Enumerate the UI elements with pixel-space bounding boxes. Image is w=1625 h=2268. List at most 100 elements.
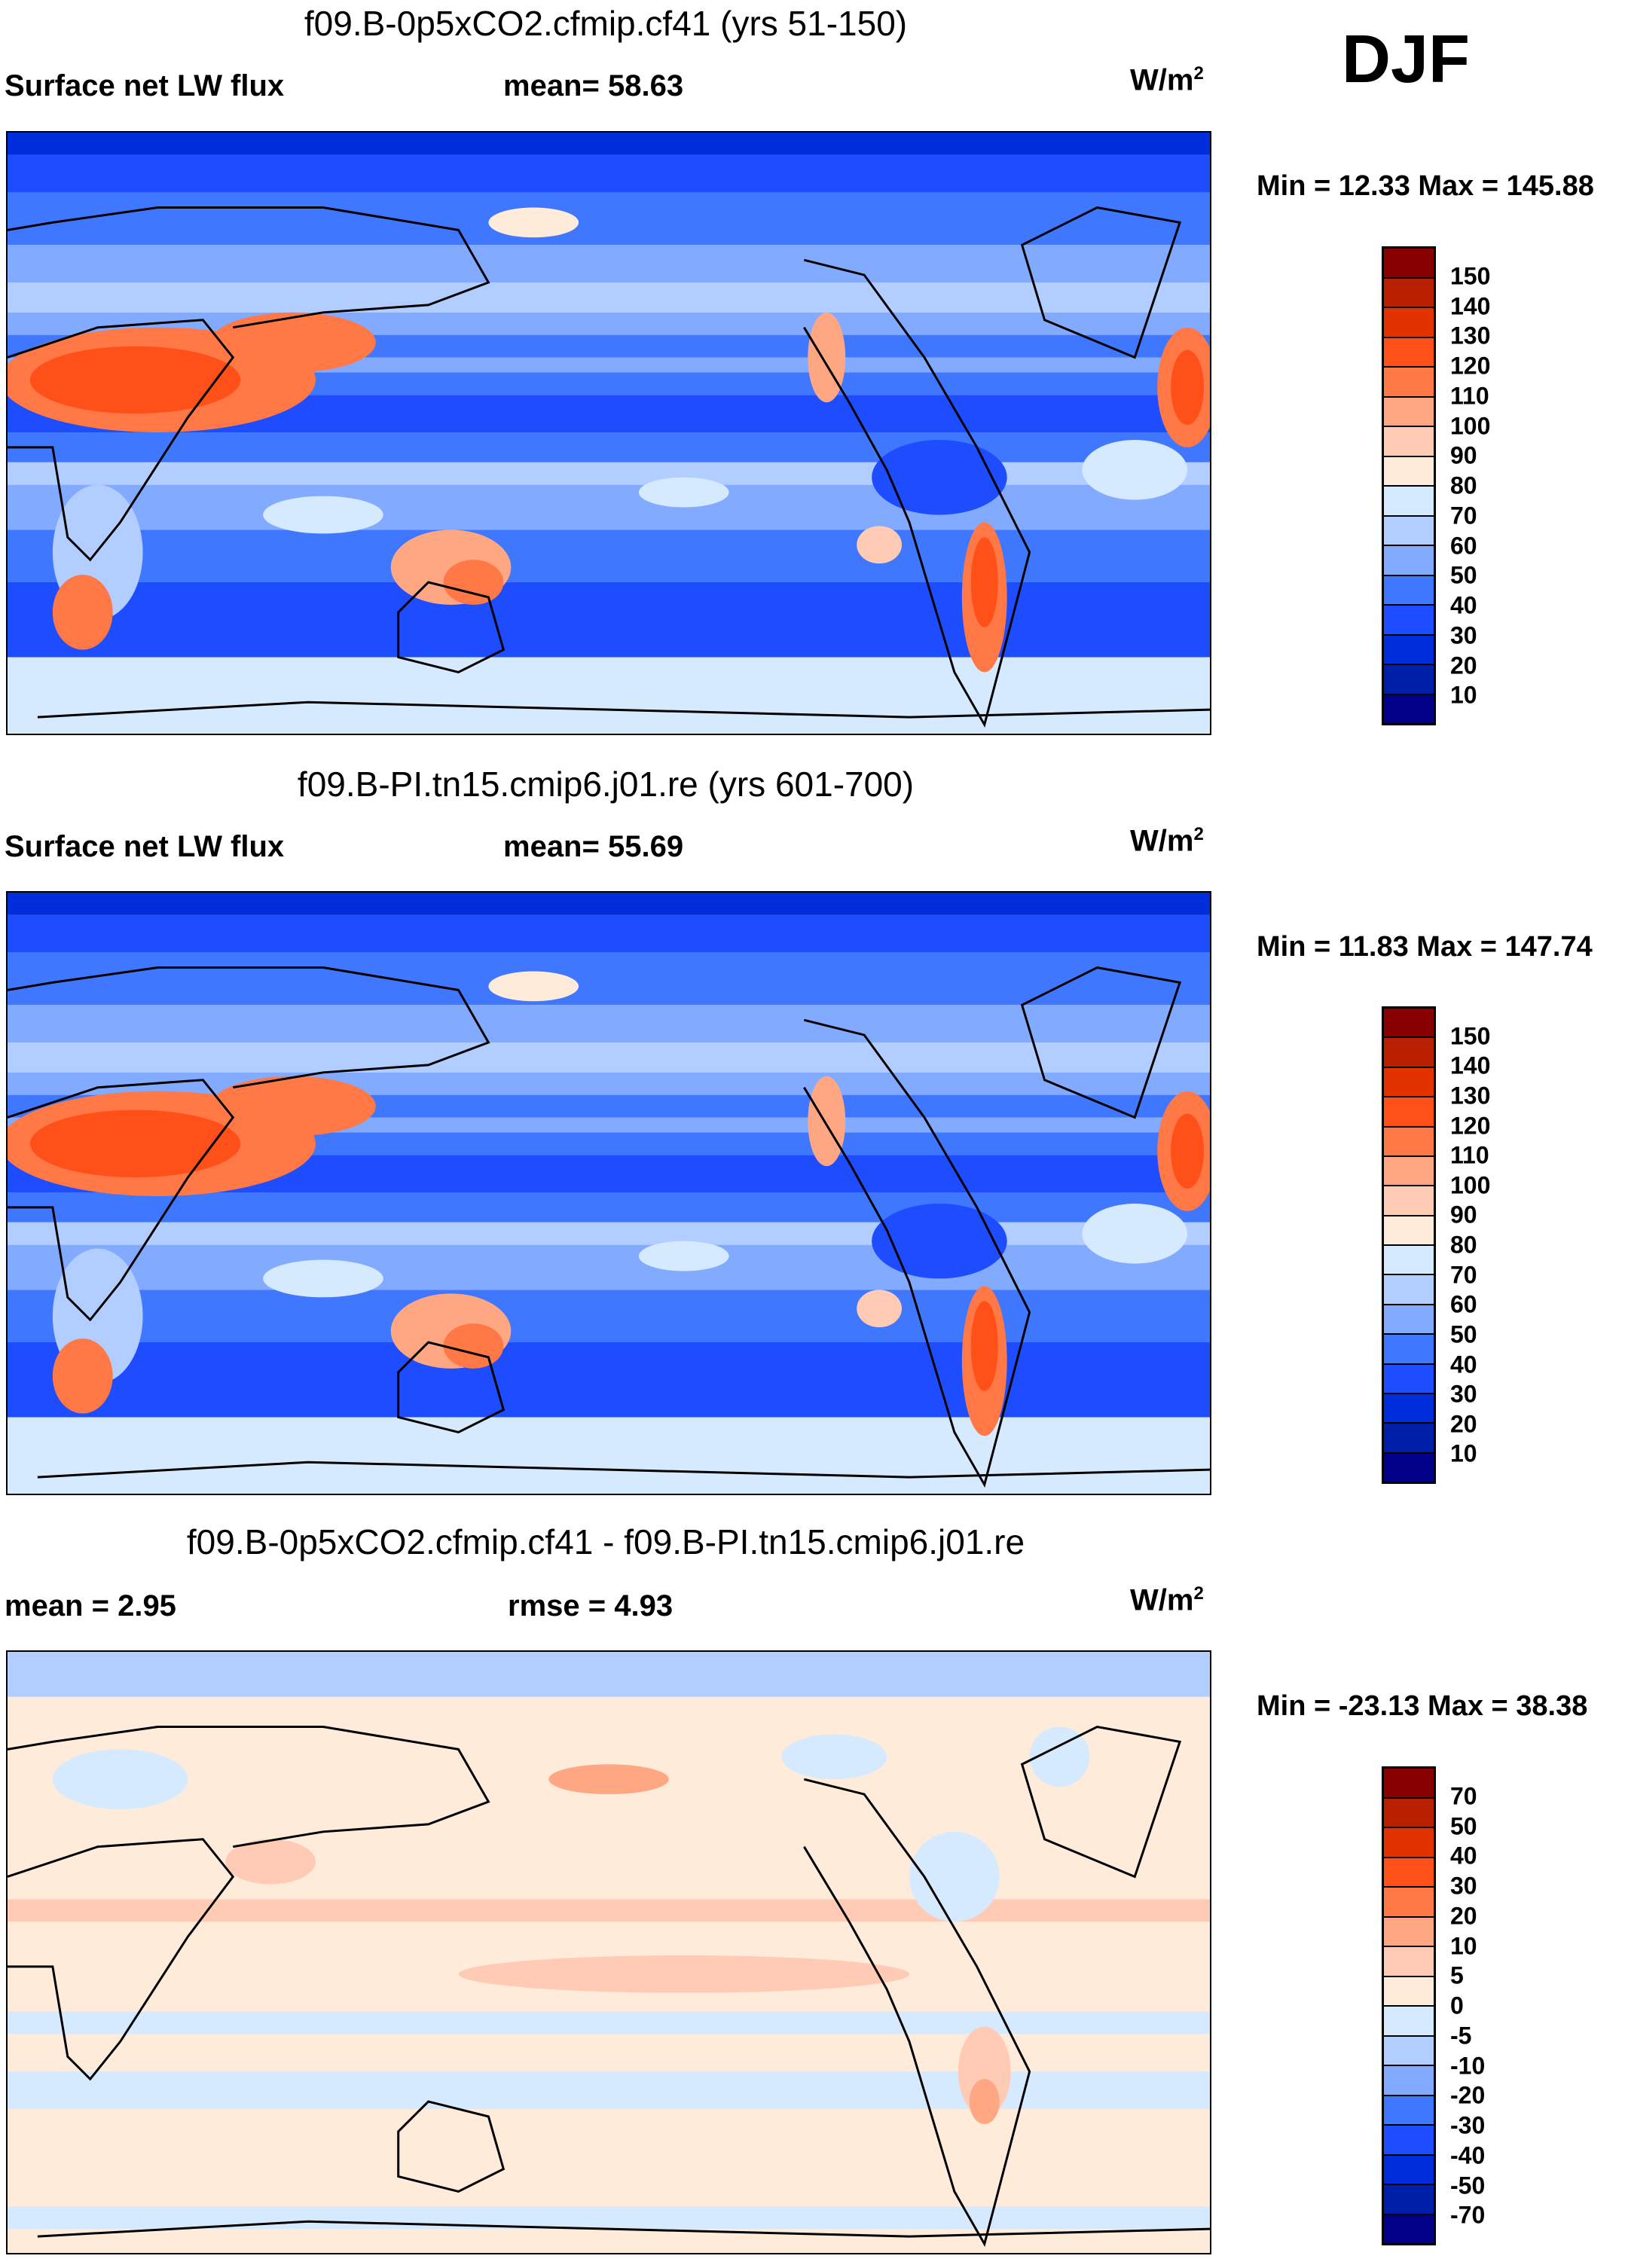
contour-band <box>8 282 1210 313</box>
colorbar-swatch <box>1384 1038 1434 1068</box>
contour-map <box>6 131 1211 735</box>
colorbar-swatch <box>1384 487 1434 517</box>
colorbar-tick-label: 140 <box>1450 1052 1491 1079</box>
contour-band <box>8 484 1210 530</box>
colorbar-tick-label: 70 <box>1450 502 1477 530</box>
colorbar-tick-label: 90 <box>1450 441 1477 469</box>
colorbar-tick-label: 20 <box>1450 1902 1477 1930</box>
contour-band <box>8 2071 1210 2109</box>
colorbar-tick-label: 40 <box>1450 591 1477 619</box>
contour-band <box>8 1342 1210 1418</box>
coastline <box>8 1726 490 1848</box>
colorbar <box>1382 1006 1436 1484</box>
colorbar-tick-label: -20 <box>1450 2081 1486 2109</box>
colorbar-tick-label: 5 <box>1450 1961 1464 1989</box>
colorbar-swatch <box>1384 1424 1434 1454</box>
contour-map <box>6 891 1211 1495</box>
contour-region <box>808 1076 846 1167</box>
panel-center-label: rmse = 4.93 <box>508 1589 674 1622</box>
map-plot <box>8 893 1210 1494</box>
units-exponent: 2 <box>1193 1583 1204 1604</box>
colorbar-swatch <box>1384 2215 1434 2243</box>
contour-band <box>8 1042 1210 1073</box>
contour-band <box>8 2011 1210 2034</box>
colorbar-swatch <box>1384 575 1434 606</box>
colorbar-swatch <box>1384 2096 1434 2126</box>
contour-region <box>488 971 579 1002</box>
units-exponent: 2 <box>1193 824 1204 844</box>
contour-region <box>263 1259 383 1298</box>
coastline <box>37 1461 1210 1479</box>
contour-region <box>969 2079 1000 2124</box>
colorbar-tick-label: 70 <box>1450 1261 1477 1289</box>
colorbar-tick-label: 60 <box>1450 1290 1477 1318</box>
contour-band <box>8 432 1210 462</box>
colorbar-swatch <box>1384 2126 1434 2156</box>
contour-region <box>872 1203 1007 1279</box>
contour-band <box>8 1244 1210 1290</box>
colorbar-swatch <box>1384 1798 1434 1828</box>
contour-band <box>8 133 1210 155</box>
coastline <box>8 1079 235 1322</box>
colorbar-swatch <box>1384 1009 1434 1039</box>
colorbar-swatch <box>1384 2155 1434 2185</box>
colorbar-swatch <box>1384 1097 1434 1128</box>
min-max-label: Min = 12.33 Max = 145.88 <box>1257 170 1594 202</box>
contour-band <box>8 462 1210 485</box>
contour-region <box>1082 1203 1188 1264</box>
colorbar-swatch <box>1384 308 1434 338</box>
colorbar-swatch <box>1384 1364 1434 1394</box>
colorbar-swatch <box>1384 635 1434 665</box>
colorbar-swatch <box>1384 2007 1434 2037</box>
units-text: W/m <box>1130 824 1194 858</box>
contour-band <box>8 192 1210 246</box>
contour-region <box>458 1955 909 1993</box>
colorbar-tick-label: 80 <box>1450 472 1477 499</box>
contour-region <box>52 1339 113 1414</box>
contour-band <box>8 2206 1210 2230</box>
colorbar-swatch <box>1384 2036 1434 2066</box>
colorbar-tick-label: 30 <box>1450 621 1477 649</box>
contour-region <box>52 575 113 650</box>
colorbar-tick-label: 60 <box>1450 532 1477 559</box>
contour-region <box>970 537 998 627</box>
colorbar-swatch <box>1384 1769 1434 1799</box>
colorbar-tick-label: 30 <box>1450 1380 1477 1408</box>
panel-title: f09.B-0p5xCO2.cfmip.cf41 - f09.B-PI.tn15… <box>186 1522 1025 1561</box>
colorbar-tick-label: 120 <box>1450 352 1491 380</box>
colorbar-tick-label: -5 <box>1450 2022 1472 2050</box>
colorbar-tick-label: 140 <box>1450 292 1491 319</box>
contour-region <box>548 1764 669 1795</box>
contour-region <box>263 496 383 534</box>
coastline <box>803 1778 1031 2247</box>
colorbar-swatch <box>1384 1393 1434 1424</box>
colorbar-tick-label: 130 <box>1450 1082 1491 1110</box>
coastline <box>397 581 506 673</box>
colorbar-swatch <box>1384 1067 1434 1098</box>
coastline <box>1020 966 1182 1119</box>
colorbar-tick-label: 10 <box>1450 681 1477 709</box>
colorbar-swatch <box>1384 1857 1434 1888</box>
coastline <box>397 2100 506 2193</box>
contour-region <box>909 1831 1000 1922</box>
colorbar-tick-label: 20 <box>1450 1410 1477 1438</box>
colorbar-tick-label: 50 <box>1450 1812 1477 1839</box>
contour-region <box>1171 350 1205 426</box>
colorbar-swatch <box>1384 1947 1434 1977</box>
colorbar-swatch <box>1384 1335 1434 1365</box>
colorbar-swatch <box>1384 1156 1434 1187</box>
contour-band <box>8 1072 1210 1095</box>
coastline <box>8 1838 235 2081</box>
coastline <box>37 2220 1210 2238</box>
colorbar-tick-label: 40 <box>1450 1842 1477 1870</box>
contour-region <box>638 477 729 508</box>
colorbar-tick-label: 120 <box>1450 1112 1491 1139</box>
panel-center-label: mean= 58.63 <box>503 69 684 102</box>
colorbar-swatch <box>1384 1216 1434 1246</box>
colorbar-swatch <box>1384 427 1434 457</box>
colorbar-swatch <box>1384 368 1434 398</box>
contour-band <box>8 1005 1210 1043</box>
panel-title: f09.B-0p5xCO2.cfmip.cf41 (yrs 51-150) <box>304 4 908 43</box>
colorbar-tick-label: 150 <box>1450 1022 1491 1050</box>
colorbar-tick-label: 0 <box>1450 1992 1464 2019</box>
